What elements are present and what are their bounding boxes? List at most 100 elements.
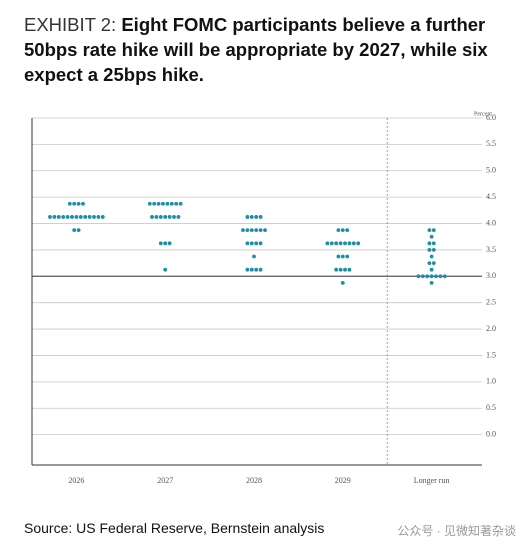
y-tick-label: 0.0 (486, 429, 496, 438)
dot (429, 274, 434, 279)
dot (169, 201, 174, 206)
dot (427, 248, 432, 252)
dot (70, 215, 74, 219)
y-tick-label: 2.5 (486, 298, 496, 307)
x-tick-label: 2027 (157, 476, 173, 485)
dot (258, 241, 263, 246)
dot (156, 201, 161, 206)
x-tick-label: 2028 (246, 476, 262, 485)
dot (252, 254, 256, 259)
dot (165, 201, 170, 206)
dot (254, 267, 259, 272)
dot (254, 241, 259, 246)
dot (67, 201, 72, 206)
y-tick-label: 1.5 (486, 350, 496, 359)
dot (343, 241, 347, 246)
dot (249, 267, 254, 272)
y-tick-label: 5.5 (486, 139, 496, 148)
dot (345, 228, 350, 233)
dot (347, 241, 352, 246)
dot (150, 215, 154, 219)
dot (254, 215, 259, 219)
dot (338, 267, 343, 272)
dot (427, 228, 432, 233)
dot (96, 215, 101, 219)
dot (72, 201, 77, 206)
header: EXHIBIT 2: Eight FOMC participants belie… (24, 12, 524, 87)
dot (258, 267, 263, 272)
dot (431, 228, 436, 233)
source: Source: US Federal Reserve, Bernstein an… (24, 520, 325, 536)
dot (76, 228, 81, 233)
dot (336, 228, 341, 233)
dot (83, 215, 88, 219)
dot (431, 261, 436, 266)
dot (100, 215, 105, 219)
dot (163, 267, 168, 272)
dot (167, 241, 172, 246)
dot (431, 248, 436, 252)
chart-title: Eight FOMC participants believe a furthe… (24, 14, 488, 85)
dot (334, 267, 339, 272)
dot (245, 215, 250, 219)
dot (429, 254, 434, 259)
x-tick-label: 2029 (335, 476, 351, 485)
dot (245, 267, 250, 272)
dot (416, 274, 421, 279)
dot (174, 201, 179, 206)
dot (356, 241, 361, 246)
y-tick-label: 0.5 (486, 403, 496, 412)
dot (442, 274, 447, 279)
dot (87, 215, 92, 219)
dot (76, 201, 81, 206)
dot (249, 241, 254, 246)
dot (245, 228, 250, 233)
dot (340, 281, 345, 285)
dot (334, 241, 339, 246)
y-tick-label: 4.0 (486, 218, 496, 227)
dot (438, 274, 443, 279)
dot (420, 274, 425, 279)
dot (147, 201, 152, 206)
dot (425, 274, 430, 279)
dot (249, 228, 254, 233)
dot (154, 215, 159, 219)
dot (258, 215, 263, 219)
y-tick-label: 6.0 (486, 113, 496, 122)
dot (427, 261, 432, 266)
dot (263, 228, 267, 233)
dot (52, 215, 57, 219)
dot (241, 228, 245, 233)
dot (336, 254, 341, 259)
x-tick-label: Longer run (414, 476, 450, 485)
dot (158, 215, 163, 219)
dot (78, 215, 83, 219)
y-tick-label: 1.0 (486, 377, 496, 386)
y-axis-label: Percent (474, 111, 492, 117)
dot (163, 215, 168, 219)
y-tick-label: 5.0 (486, 166, 496, 175)
dot (65, 215, 70, 219)
watermark: 公众号 · 见微知著杂谈 (397, 524, 516, 538)
dot (158, 241, 163, 246)
dot (178, 201, 183, 206)
dot (429, 234, 434, 239)
dot (351, 241, 356, 246)
dot (163, 241, 168, 246)
dot (345, 254, 350, 259)
x-tick-label: 2026 (68, 476, 84, 485)
dot (338, 241, 343, 246)
dot (245, 241, 250, 246)
dot (329, 241, 334, 246)
dot (429, 281, 434, 285)
y-tick-label: 3.0 (486, 271, 496, 280)
dot (176, 215, 181, 219)
dot (340, 254, 345, 259)
dot (429, 267, 434, 272)
dot (340, 228, 345, 233)
dot (249, 215, 254, 219)
dot (427, 241, 432, 246)
dot (434, 274, 438, 279)
